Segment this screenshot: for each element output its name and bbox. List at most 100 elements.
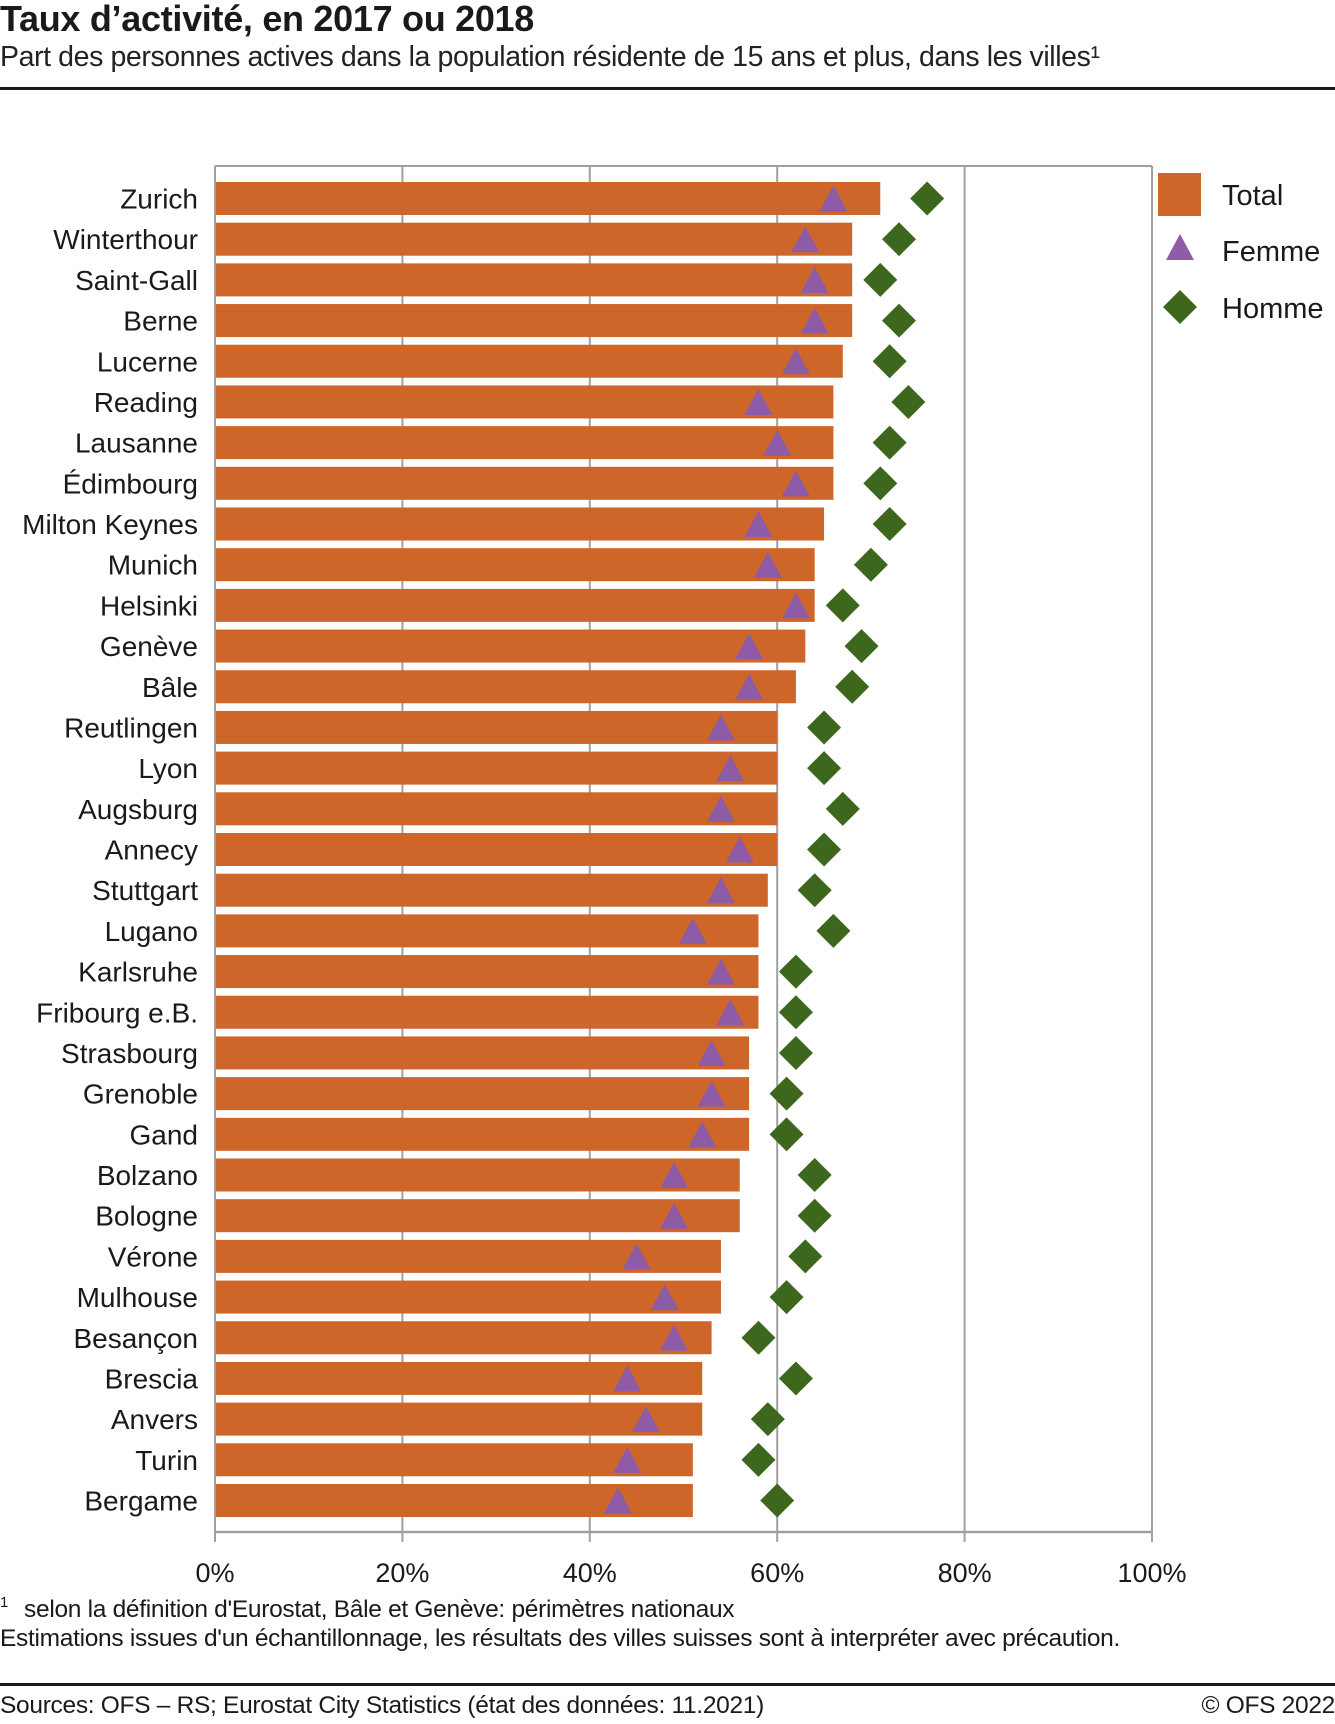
bar-total	[216, 792, 778, 826]
category-label: Reutlingen	[64, 712, 198, 743]
category-label: Lausanne	[75, 428, 198, 459]
bar-total	[216, 548, 815, 582]
bar-total	[216, 1402, 703, 1436]
bar-total	[216, 995, 759, 1029]
marker-homme	[778, 1035, 813, 1070]
marker-femme	[706, 958, 735, 985]
bar-total	[216, 1199, 740, 1233]
marker-homme	[863, 262, 898, 297]
marker-homme	[816, 913, 851, 948]
marker-femme	[650, 1284, 679, 1311]
marker-homme	[872, 425, 907, 460]
bar-total	[216, 710, 778, 744]
category-label: Mulhouse	[77, 1282, 198, 1313]
bar-total	[216, 263, 853, 297]
x-tick-label: 100%	[1117, 1558, 1186, 1588]
bar-total	[216, 670, 796, 704]
marker-femme	[660, 1324, 689, 1351]
marker-homme	[844, 629, 879, 664]
header-rule	[0, 87, 1335, 90]
category-label: Turin	[135, 1445, 198, 1476]
bar-total	[216, 344, 843, 378]
bar-total	[216, 304, 853, 338]
category-label: Besançon	[73, 1323, 198, 1354]
marker-homme	[750, 1402, 785, 1437]
bar-total	[216, 182, 881, 215]
marker-homme	[760, 1483, 795, 1518]
marker-femme	[622, 1243, 651, 1270]
legend-swatch-total	[1158, 173, 1201, 216]
markers-femme	[603, 185, 848, 1514]
bar-total	[216, 222, 853, 256]
marker-homme	[835, 669, 870, 704]
marker-femme	[706, 877, 735, 904]
chart-area: Zurich Winterthour Saint-Gall Berne Lucerne R…	[22, 165, 1324, 1588]
marker-femme	[800, 266, 829, 293]
footer-rule	[0, 1683, 1335, 1686]
bar-total	[216, 1321, 712, 1355]
footnote: 1 selon la définition d'Eurostat, Bâle et…	[0, 1594, 735, 1624]
bar-total	[216, 1443, 693, 1477]
marker-femme	[781, 470, 810, 497]
marker-homme	[797, 1198, 832, 1233]
bar-total	[216, 1117, 750, 1151]
category-labels: Zurich Winterthour Saint-Gall Berne Lucerne R…	[22, 184, 198, 1517]
legend-label-femme: Femme	[1222, 236, 1320, 268]
marker-homme	[807, 710, 842, 745]
footnote-text: selon la définition d'Eurostat, Bâle et …	[24, 1596, 735, 1623]
marker-femme	[791, 226, 820, 253]
marker-femme	[716, 999, 745, 1026]
marker-femme	[763, 429, 792, 456]
category-label: Strasbourg	[61, 1038, 198, 1069]
bars-total	[216, 182, 881, 1517]
marker-homme	[797, 1158, 832, 1192]
marker-femme	[678, 917, 707, 944]
legend-swatch-femme	[1166, 234, 1194, 260]
marker-homme	[807, 751, 842, 786]
marker-homme	[910, 181, 945, 216]
bar-total	[216, 466, 834, 500]
legend-label-total: Total	[1222, 180, 1283, 212]
category-label: Anvers	[111, 1404, 198, 1435]
category-label: Lucerne	[97, 346, 198, 377]
marker-femme	[744, 511, 773, 537]
category-label: Brescia	[105, 1363, 199, 1394]
category-label: Fribourg e.B.	[36, 997, 198, 1028]
x-tick-label: 20%	[375, 1558, 429, 1588]
bar-total	[216, 914, 759, 948]
marker-femme	[706, 795, 735, 822]
chart-title: Taux d’activité, en 2017 ou 2018	[0, 0, 534, 39]
category-label: Bolzano	[97, 1160, 198, 1191]
marker-homme	[882, 303, 917, 338]
category-label: Saint-Gall	[75, 265, 198, 296]
marker-homme	[741, 1442, 776, 1477]
x-tick-label: 0%	[195, 1558, 234, 1588]
category-label: Bergame	[84, 1486, 198, 1517]
marker-femme	[613, 1446, 642, 1473]
category-label: Genève	[100, 631, 198, 662]
marker-femme	[697, 1039, 726, 1066]
marker-femme	[660, 1202, 689, 1229]
category-label: Reading	[94, 387, 198, 418]
bar-total	[216, 833, 778, 866]
marker-femme	[613, 1365, 642, 1392]
bar-total	[216, 1077, 750, 1111]
x-tick-label: 80%	[938, 1558, 992, 1588]
marker-femme	[632, 1406, 661, 1433]
marker-homme	[872, 507, 907, 541]
marker-homme	[825, 791, 860, 826]
bar-total	[216, 426, 834, 460]
x-tick-label: 40%	[563, 1558, 617, 1588]
marker-homme	[797, 873, 832, 908]
category-label: Gand	[130, 1119, 199, 1150]
marker-femme	[753, 551, 782, 578]
marker-femme	[781, 592, 810, 619]
legend-swatch-homme	[1163, 290, 1197, 324]
category-label: Annecy	[105, 835, 198, 866]
category-label: Vérone	[108, 1241, 198, 1272]
category-label: Édimbourg	[63, 468, 198, 499]
copyright-text: © OFS 2022	[1201, 1692, 1335, 1719]
marker-femme	[716, 755, 745, 782]
marker-femme	[735, 633, 764, 660]
marker-homme	[788, 1239, 823, 1274]
